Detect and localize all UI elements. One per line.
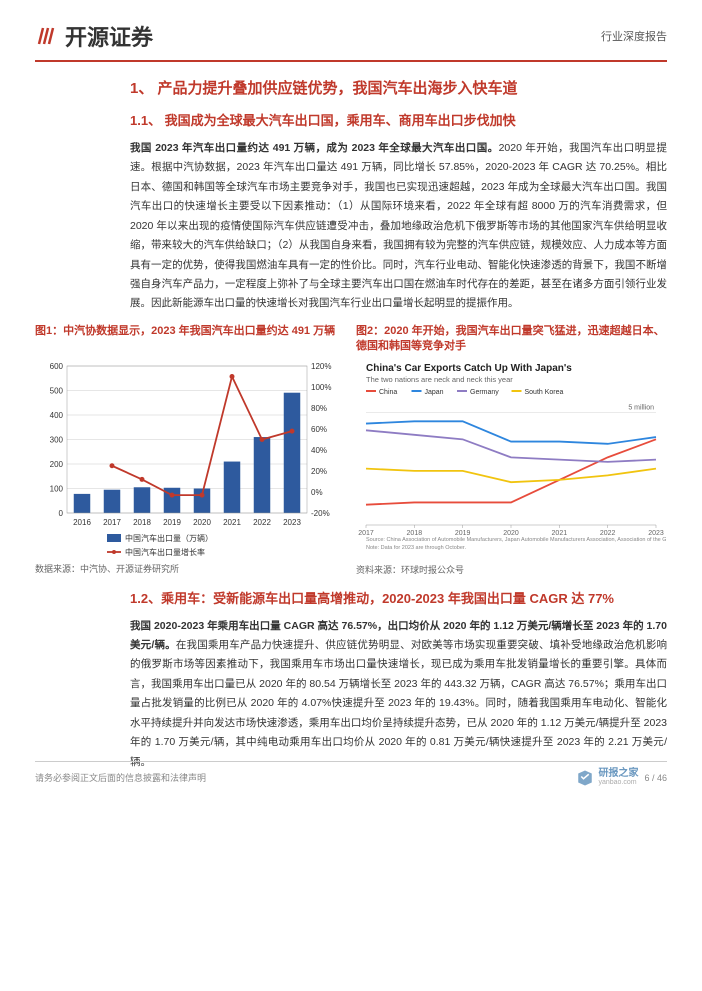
svg-text:400: 400 [50, 411, 64, 420]
svg-text:2021: 2021 [552, 530, 568, 537]
svg-text:2017: 2017 [358, 530, 374, 537]
svg-text:2019: 2019 [455, 530, 471, 537]
doc-type: 行业深度报告 [601, 28, 667, 44]
chart-1-source: 数据来源：中汽协、开源证券研究所 [35, 562, 346, 575]
svg-text:Japan: Japan [425, 389, 444, 396]
svg-text:Note: Data for 2023 are throug: Note: Data for 2023 are through October. [366, 545, 466, 551]
svg-text:2016: 2016 [73, 518, 91, 527]
watermark-en: yanbao.com [598, 779, 638, 787]
svg-text:600: 600 [50, 362, 64, 371]
footer-disclaimer: 请务必参阅正文后面的信息披露和法律声明 [35, 771, 206, 784]
svg-text:0: 0 [59, 509, 64, 518]
chart-1-title: 图1：中汽协数据显示，2023 年我国汽车出口量约达 491 万辆 [35, 324, 346, 354]
para-rest: 2020 年开始，我国汽车出口明显提速。根据中汽协数据，2023 年汽车出口量达… [130, 142, 667, 309]
svg-text:Germany: Germany [470, 389, 499, 396]
svg-text:China: China [379, 389, 397, 396]
section-1-heading: 1、 产品力提升叠加供应链优势，我国汽车出海步入快车道 [130, 77, 667, 98]
svg-text:20%: 20% [311, 467, 327, 476]
svg-text:300: 300 [50, 435, 64, 444]
svg-text:China's Car Exports Catch Up W: China's Car Exports Catch Up With Japan'… [366, 363, 572, 374]
svg-text:0%: 0% [311, 488, 323, 497]
svg-text:2020: 2020 [503, 530, 519, 537]
svg-text:2023: 2023 [283, 518, 301, 527]
logo: 开源证券 [35, 20, 153, 52]
svg-text:2018: 2018 [133, 518, 151, 527]
chart-2: China's Car Exports Catch Up With Japan'… [356, 359, 667, 559]
svg-text:2021: 2021 [223, 518, 241, 527]
section-1-2-body: 我国 2020-2023 年乘用车出口量 CAGR 高达 76.57%，出口均价… [130, 617, 667, 772]
watermark-icon [576, 769, 594, 787]
svg-text:100: 100 [50, 484, 64, 493]
page-number: 6 / 46 [644, 773, 667, 783]
logo-text: 开源证券 [65, 20, 153, 52]
charts-row: 图1：中汽协数据显示，2023 年我国汽车出口量约达 491 万辆 0 100 20… [35, 324, 667, 576]
svg-text:2018: 2018 [407, 530, 423, 537]
chart-1: 0 100 200 300 400 500 600 -20% 0% 20% 40% 60% 80% 100… [35, 358, 346, 558]
svg-text:40%: 40% [311, 446, 327, 455]
svg-text:80%: 80% [311, 404, 327, 413]
footer: 请务必参阅正文后面的信息披露和法律声明 研报之家 yanbao.com 6 / … [35, 761, 667, 787]
svg-text:The two nations are neck and n: The two nations are neck and neck this y… [366, 375, 513, 384]
para-rest-2: 在我国乘用车产品力快速提升、供应链优势明显、对欧美等市场实现重要突破、填补受地缘… [130, 639, 667, 768]
header: 开源证券 行业深度报告 [35, 20, 667, 62]
svg-text:500: 500 [50, 386, 64, 395]
chart-2-col: 图2：2020 年开始，我国汽车出口量突飞猛进，迅速超越日本、德国和韩国等竞争对… [356, 324, 667, 576]
section-1-1-heading: 1.1、 我国成为全球最大汽车出口国，乘用车、商用车出口步伐加快 [130, 110, 667, 129]
chart-2-source: 资料来源：环球时报公众号 [356, 563, 667, 576]
svg-text:中国汽车出口量（万辆）: 中国汽车出口量（万辆） [125, 533, 213, 543]
section-1-2-heading: 1.2、乘用车：受新能源车出口量高增推动，2020-2023 年我国出口量 CA… [130, 588, 667, 607]
svg-text:2017: 2017 [103, 518, 121, 527]
svg-text:South Korea: South Korea [525, 389, 564, 396]
chart-1-col: 图1：中汽协数据显示，2023 年我国汽车出口量约达 491 万辆 0 100 20… [35, 324, 346, 576]
svg-text:-20%: -20% [311, 509, 330, 518]
svg-text:2023: 2023 [648, 530, 664, 537]
chart-2-title: 图2：2020 年开始，我国汽车出口量突飞猛进，迅速超越日本、德国和韩国等竞争对… [356, 324, 667, 355]
para-bold: 我国 2023 年汽车出口量约达 491 万辆，成为 2023 年全球最大汽车出… [130, 142, 499, 154]
svg-text:2022: 2022 [253, 518, 271, 527]
svg-text:5 million: 5 million [628, 404, 654, 411]
svg-text:2019: 2019 [163, 518, 181, 527]
svg-text:120%: 120% [311, 362, 331, 371]
svg-text:100%: 100% [311, 383, 331, 392]
svg-text:中国汽车出口量增长率: 中国汽车出口量增长率 [125, 547, 205, 557]
svg-text:60%: 60% [311, 425, 327, 434]
svg-text:200: 200 [50, 460, 64, 469]
section-1-1-body: 我国 2023 年汽车出口量约达 491 万辆，成为 2023 年全球最大汽车出… [130, 139, 667, 314]
svg-text:2022: 2022 [600, 530, 616, 537]
svg-text:2020: 2020 [193, 518, 211, 527]
svg-text:Source: China Association of A: Source: China Association of Automobile … [366, 537, 666, 543]
watermark-cn: 研报之家 [598, 768, 638, 779]
watermark: 研报之家 yanbao.com [576, 768, 638, 787]
logo-icon [35, 24, 59, 48]
